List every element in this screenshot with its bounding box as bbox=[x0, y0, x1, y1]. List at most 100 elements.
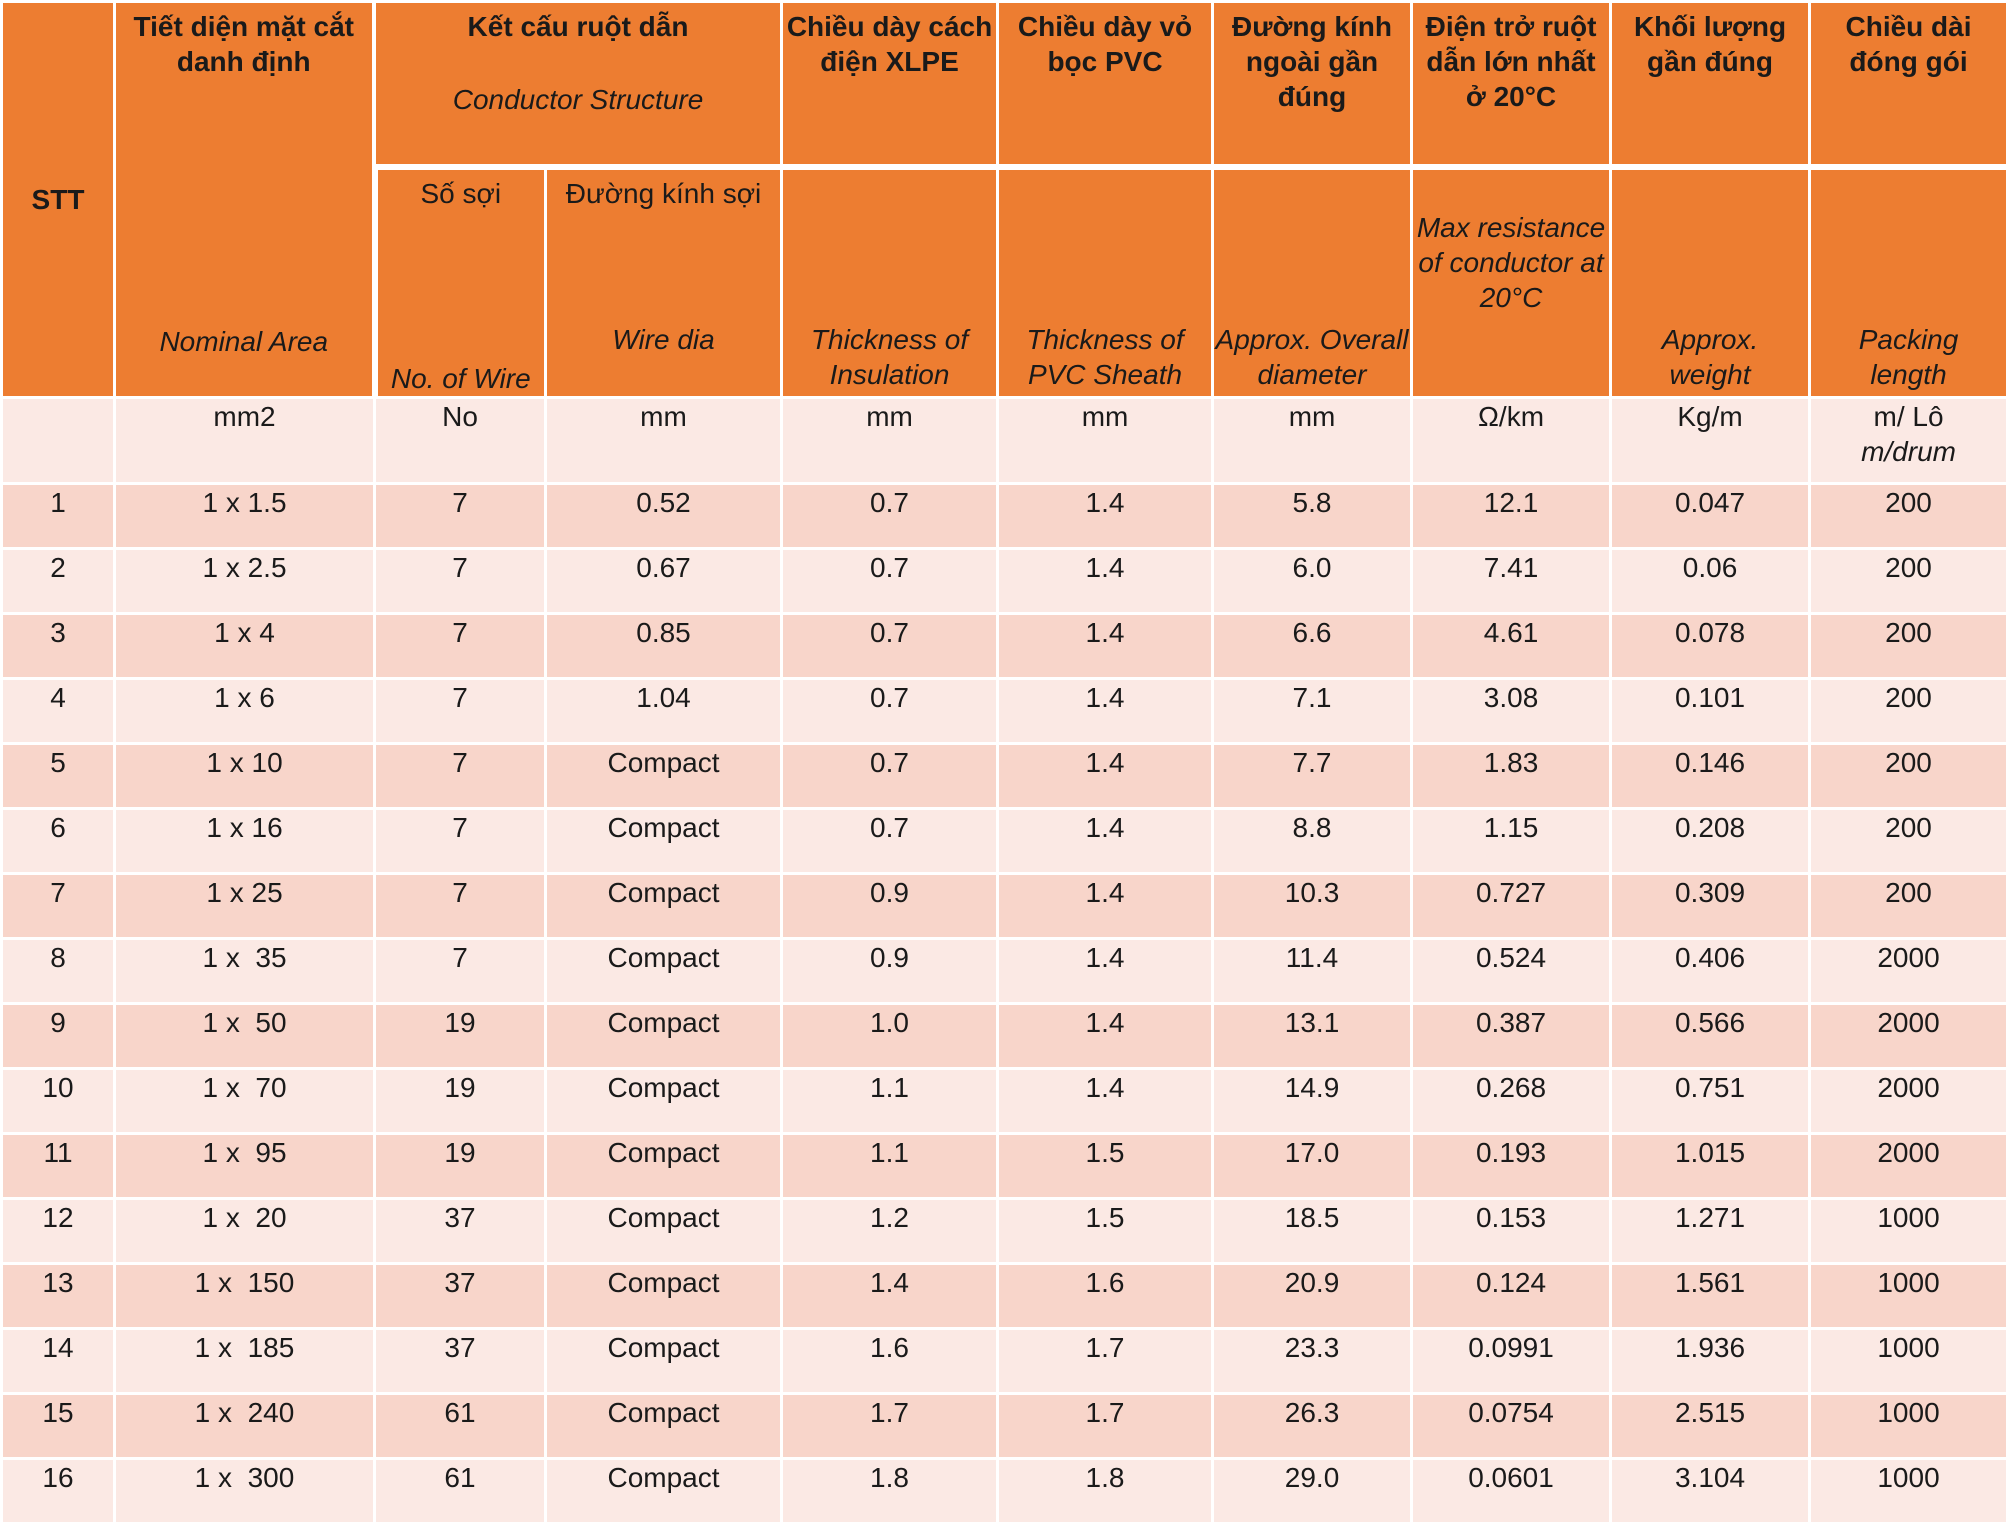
header-wiredia-en: Wire dia bbox=[547, 322, 780, 357]
cell-wires: 7 bbox=[375, 808, 546, 873]
header-conductor-vi: Kết cấu ruột dẫn bbox=[376, 9, 780, 44]
header-wires-en: No. of Wire bbox=[388, 361, 535, 396]
header-sheath-vi: Chiều dày vỏ bọc PVC bbox=[998, 2, 1213, 167]
cell-insulation: 0.9 bbox=[782, 873, 998, 938]
cell-weight: 0.078 bbox=[1611, 613, 1810, 678]
header-resistance-vi-text: Điện trở ruột dẫn lớn nhất ở 20°C bbox=[1413, 9, 1609, 114]
cell-wires: 7 bbox=[375, 548, 546, 613]
cell-wires: 7 bbox=[375, 613, 546, 678]
header-wires: Số sợi No. of Wire bbox=[375, 167, 546, 398]
cell-insulation: 0.7 bbox=[782, 808, 998, 873]
cell-resistance: 0.727 bbox=[1412, 873, 1611, 938]
cell-length: 200 bbox=[1810, 678, 2006, 743]
unit-length-vi: m/ Lô bbox=[1811, 399, 2006, 434]
header-weight-vi-text: Khối lượng gần đúng bbox=[1612, 9, 1808, 79]
cell-weight: 0.309 bbox=[1611, 873, 1810, 938]
cell-length: 1000 bbox=[1810, 1458, 2006, 1523]
unit-insulation: mm bbox=[782, 397, 998, 483]
cell-sheath: 1.4 bbox=[998, 483, 1213, 548]
header-diameter-vi-text: Đường kính ngoài gần đúng bbox=[1214, 9, 1410, 114]
cell-resistance: 0.0601 bbox=[1412, 1458, 1611, 1523]
cell-resistance: 1.15 bbox=[1412, 808, 1611, 873]
cell-insulation: 0.7 bbox=[782, 678, 998, 743]
cell-area: 1 x 150 bbox=[115, 1263, 375, 1328]
cell-stt: 13 bbox=[2, 1263, 115, 1328]
header-insulation-en-text: Thickness of Insulation bbox=[783, 322, 996, 392]
cell-sheath: 1.5 bbox=[998, 1198, 1213, 1263]
header-nominal-area: Tiết diện mặt cắt danh định Nominal Area bbox=[115, 2, 375, 398]
cell-weight: 0.101 bbox=[1611, 678, 1810, 743]
cell-area: 1 x 25 bbox=[115, 873, 375, 938]
cell-wiredia: 0.67 bbox=[546, 548, 782, 613]
cell-area: 1 x 50 bbox=[115, 1003, 375, 1068]
cell-resistance: 0.124 bbox=[1412, 1263, 1611, 1328]
cell-diameter: 5.8 bbox=[1213, 483, 1412, 548]
cell-resistance: 4.61 bbox=[1412, 613, 1611, 678]
cell-stt: 2 bbox=[2, 548, 115, 613]
cell-insulation: 1.8 bbox=[782, 1458, 998, 1523]
unit-sheath: mm bbox=[998, 397, 1213, 483]
header-length-en-text: Packing length bbox=[1811, 322, 2006, 392]
cell-sheath: 1.4 bbox=[998, 1003, 1213, 1068]
cell-length: 2000 bbox=[1810, 1003, 2006, 1068]
unit-wiredia: mm bbox=[546, 397, 782, 483]
cell-wires: 7 bbox=[375, 678, 546, 743]
cell-length: 200 bbox=[1810, 548, 2006, 613]
cell-insulation: 0.7 bbox=[782, 548, 998, 613]
cell-weight: 0.146 bbox=[1611, 743, 1810, 808]
cell-wiredia: Compact bbox=[546, 1133, 782, 1198]
header-diameter-vi: Đường kính ngoài gần đúng bbox=[1213, 2, 1412, 167]
cell-insulation: 1.1 bbox=[782, 1068, 998, 1133]
header-resistance-en: Max resistance of conductor at 20°C bbox=[1412, 167, 1611, 398]
header-resistance-vi: Điện trở ruột dẫn lớn nhất ở 20°C bbox=[1412, 2, 1611, 167]
cell-area: 1 x 1.5 bbox=[115, 483, 375, 548]
cell-wires: 19 bbox=[375, 1003, 546, 1068]
cell-resistance: 0.0754 bbox=[1412, 1393, 1611, 1458]
cell-wiredia: 1.04 bbox=[546, 678, 782, 743]
unit-length-en: m/drum bbox=[1811, 434, 2006, 469]
cell-area: 1 x 300 bbox=[115, 1458, 375, 1523]
unit-area: mm2 bbox=[115, 397, 375, 483]
cell-wires: 61 bbox=[375, 1393, 546, 1458]
cell-sheath: 1.4 bbox=[998, 808, 1213, 873]
header-weight-en: Approx. weight bbox=[1611, 167, 1810, 398]
cell-sheath: 1.4 bbox=[998, 613, 1213, 678]
cell-diameter: 29.0 bbox=[1213, 1458, 1412, 1523]
cell-diameter: 17.0 bbox=[1213, 1133, 1412, 1198]
cell-diameter: 26.3 bbox=[1213, 1393, 1412, 1458]
header-diameter-en: Approx. Overall diameter bbox=[1213, 167, 1412, 398]
cell-stt: 14 bbox=[2, 1328, 115, 1393]
cell-resistance: 0.268 bbox=[1412, 1068, 1611, 1133]
cell-resistance: 0.524 bbox=[1412, 938, 1611, 1003]
cell-sheath: 1.4 bbox=[998, 873, 1213, 938]
cell-weight: 0.06 bbox=[1611, 548, 1810, 613]
cell-sheath: 1.4 bbox=[998, 678, 1213, 743]
cell-area: 1 x 10 bbox=[115, 743, 375, 808]
cell-stt: 16 bbox=[2, 1458, 115, 1523]
cell-length: 200 bbox=[1810, 743, 2006, 808]
header-sheath-en-text: Thickness of PVC Sheath bbox=[999, 322, 1211, 392]
cell-weight: 3.104 bbox=[1611, 1458, 1810, 1523]
cell-sheath: 1.7 bbox=[998, 1328, 1213, 1393]
cell-stt: 8 bbox=[2, 938, 115, 1003]
cell-resistance: 1.83 bbox=[1412, 743, 1611, 808]
header-sheath-en: Thickness of PVC Sheath bbox=[998, 167, 1213, 398]
cell-sheath: 1.6 bbox=[998, 1263, 1213, 1328]
cell-weight: 1.271 bbox=[1611, 1198, 1810, 1263]
cell-length: 1000 bbox=[1810, 1198, 2006, 1263]
cell-wiredia: Compact bbox=[546, 808, 782, 873]
cell-sheath: 1.4 bbox=[998, 938, 1213, 1003]
cell-diameter: 8.8 bbox=[1213, 808, 1412, 873]
cell-weight: 0.047 bbox=[1611, 483, 1810, 548]
header-resistance-en-text: Max resistance of conductor at 20°C bbox=[1413, 210, 1609, 315]
cell-stt: 4 bbox=[2, 678, 115, 743]
cell-weight: 0.566 bbox=[1611, 1003, 1810, 1068]
cell-weight: 0.751 bbox=[1611, 1068, 1810, 1133]
cell-diameter: 6.0 bbox=[1213, 548, 1412, 613]
